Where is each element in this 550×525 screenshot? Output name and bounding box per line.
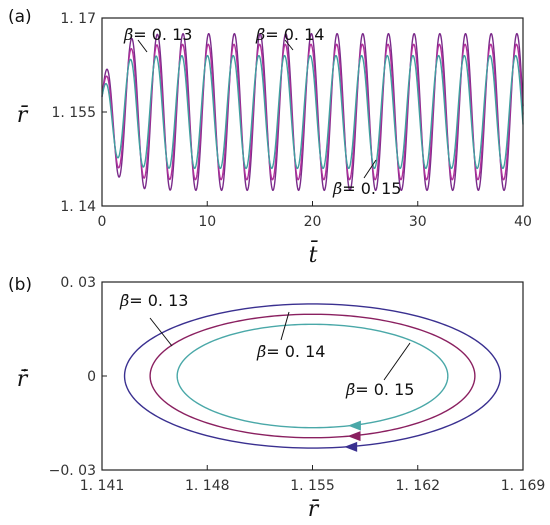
panel-b-x-tick-label: 1. 169 <box>501 478 546 494</box>
panel-b-y-tick-label: 0 <box>87 369 96 385</box>
svg-text:β̄= 0. 13: β̄= 0. 13 <box>123 25 192 44</box>
panel-b-y-tick-label: −0. 03 <box>49 463 96 479</box>
panel-b-x-axis-label: r̄ <box>308 497 320 522</box>
panel-b-annotation-014: β̄= 0. 14 <box>256 311 325 361</box>
panel-a-series-line-1 <box>101 43 524 181</box>
panel-b-label: (b) <box>8 275 32 295</box>
panel-a-x-tick-label: 30 <box>409 214 427 230</box>
panel-b-y-tick-label: 0. 03 <box>60 275 96 291</box>
panel-a-label: (a) <box>8 7 32 27</box>
panel-a-x-tick-label: 20 <box>304 214 322 230</box>
panel-a-series-line-0 <box>101 32 524 192</box>
svg-text:β̄= 0. 14: β̄= 0. 14 <box>256 342 325 361</box>
panel-a-annotation-014: β̄= 0. 14 <box>255 25 324 51</box>
panel-a-annotation-015: β̄= 0. 15 <box>332 159 401 198</box>
panel-a-y-tick-label: 1. 14 <box>60 199 96 215</box>
panel-a-x-ticks: 0 10 20 30 40 <box>98 201 532 230</box>
panel-b-frame <box>101 281 524 471</box>
panel-a-x-axis-label: t̄ <box>309 240 319 268</box>
svg-text:β̄= 0. 13: β̄= 0. 13 <box>119 291 188 310</box>
panel-a-y-tick-label: 1. 155 <box>51 105 96 121</box>
svg-text:β̄= 0. 15: β̄= 0. 15 <box>332 179 401 198</box>
panel-a: (a) 0 10 20 30 40 1. 14 1. 155 1. 17 t̄ r̄ β̄=… <box>8 7 532 268</box>
panel-b-x-tick-label: 1. 162 <box>395 478 440 494</box>
panel-b-annotation-013: β̄= 0. 13 <box>119 291 188 347</box>
svg-text:β̄= 0. 15: β̄= 0. 15 <box>345 380 414 399</box>
panel-a-annotation-013: β̄= 0. 13 <box>123 25 192 53</box>
panel-a-x-tick-label: 0 <box>98 214 107 230</box>
panel-b-x-tick-label: 1. 148 <box>185 478 230 494</box>
panel-b-arrow-1 <box>347 431 361 442</box>
panel-a-series <box>101 32 524 192</box>
panel-b-y-ticks: 0. 03 0 −0. 03 <box>49 275 107 479</box>
panel-b-annotation-015: β̄= 0. 15 <box>345 342 414 399</box>
panel-a-y-ticks: 1. 14 1. 155 1. 17 <box>51 11 107 215</box>
panel-a-y-axis-label: r̄ <box>17 103 29 128</box>
panel-b-orbit-0 <box>123 303 502 449</box>
panel-b-orbit-1 <box>149 313 476 439</box>
panel-b-y-axis-label: r̄̇ <box>17 367 29 392</box>
panel-b-orbit-2 <box>176 323 449 429</box>
panel-a-y-tick-label: 1. 17 <box>60 11 96 27</box>
panel-a-x-tick-label: 10 <box>198 214 216 230</box>
svg-text:β̄= 0. 14: β̄= 0. 14 <box>255 25 324 44</box>
panel-b-x-tick-label: 1. 155 <box>290 478 335 494</box>
panel-b-x-tick-label: 1. 141 <box>80 478 125 494</box>
panel-b-arrow-2 <box>347 420 361 431</box>
panel-b-series <box>123 303 502 452</box>
panel-a-x-tick-label: 40 <box>514 214 532 230</box>
panel-b-x-ticks: 1. 141 1. 148 1. 155 1. 162 1. 169 <box>80 465 546 494</box>
panel-a-series-line-2 <box>101 54 524 170</box>
panel-b: (b) 1. 141 1. 148 1. 155 1. 162 1. 169 0. 03… <box>8 275 545 522</box>
panel-b-arrow-0 <box>344 441 358 452</box>
